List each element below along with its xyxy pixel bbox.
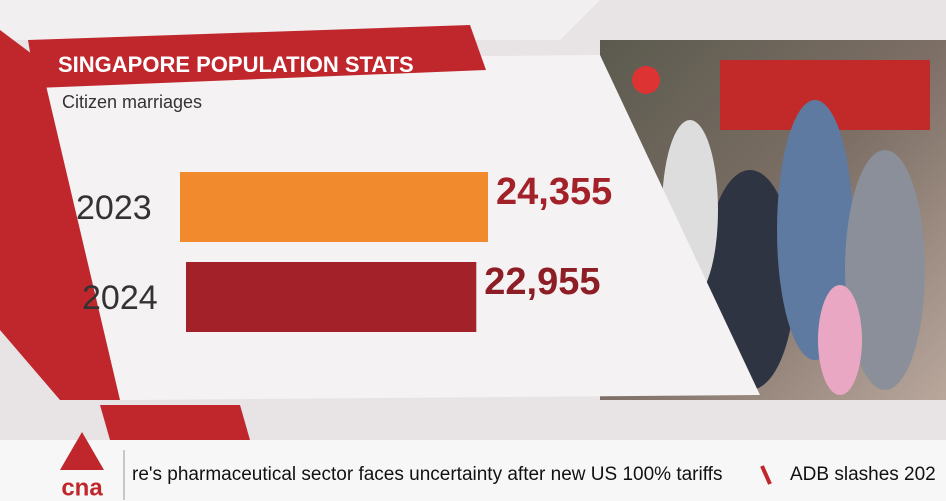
category-label: 2023 xyxy=(76,189,152,227)
chart-title: SINGAPORE POPULATION STATS xyxy=(58,52,414,77)
photo-person xyxy=(845,150,925,390)
ticker-band xyxy=(0,440,946,501)
plot: 2023 24,355 2024 22,955 xyxy=(76,171,612,332)
ticker-headline: re's pharmaceutical sector faces uncerta… xyxy=(132,464,722,485)
bar xyxy=(186,262,477,332)
ticker-headline: ADB slashes 202 xyxy=(790,464,936,485)
red-stripe xyxy=(0,30,120,400)
logo-mark xyxy=(60,432,104,470)
photo-sign xyxy=(632,66,660,94)
title-banner xyxy=(28,25,486,88)
chart-subtitle: Citizen marriages xyxy=(62,92,202,112)
category-label: 2024 xyxy=(82,279,158,317)
bar xyxy=(180,172,488,242)
value-label: 22,955 xyxy=(484,261,600,303)
value-label: 24,355 xyxy=(496,171,612,213)
red-stripe xyxy=(100,405,250,440)
logo: cna xyxy=(61,474,103,501)
separator xyxy=(760,465,772,485)
photo-person xyxy=(818,285,862,395)
